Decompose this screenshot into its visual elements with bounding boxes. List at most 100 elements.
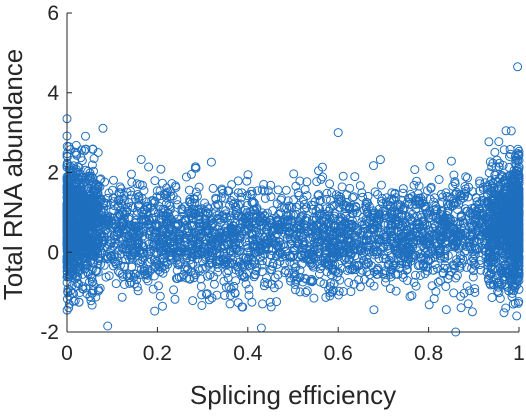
scatter-point: [394, 236, 403, 246]
scatter-point: [272, 259, 282, 269]
scatter-point: [485, 241, 495, 251]
scatter-point: [499, 240, 509, 249]
scatter-point: [451, 229, 461, 239]
scatter-point: [277, 225, 287, 235]
scatter-point: [291, 262, 301, 272]
scatter-point: [448, 201, 458, 210]
scatter-point: [233, 176, 243, 186]
scatter-point: [103, 321, 113, 331]
scatter-point: [157, 235, 167, 245]
scatter-point: [111, 259, 121, 269]
scatter-point: [273, 270, 283, 280]
scatter-point: [439, 263, 449, 273]
scatter-point: [142, 202, 152, 212]
scatter-point: [512, 238, 522, 248]
scatter-point: [494, 288, 504, 298]
scatter-point: [133, 222, 143, 232]
scatter-point: [153, 234, 163, 244]
scatter-point: [483, 274, 493, 283]
scatter-point: [460, 182, 470, 191]
scatter-point: [303, 255, 313, 265]
scatter-point: [226, 224, 236, 234]
scatter-point: [260, 193, 270, 203]
scatter-point: [436, 189, 446, 199]
scatter-point: [458, 218, 468, 228]
scatter-point: [224, 282, 234, 292]
scatter-point: [221, 282, 231, 292]
scatter-point: [65, 246, 75, 256]
scatter-point: [144, 162, 154, 172]
scatter-point: [301, 274, 311, 284]
scatter-point: [164, 200, 174, 210]
scatter-point: [361, 214, 371, 224]
scatter-point: [266, 302, 276, 312]
scatter-point: [347, 265, 357, 275]
scatter-point: [509, 286, 519, 296]
scatter-point: [222, 268, 232, 278]
scatter-point: [433, 277, 443, 287]
scatter-point: [223, 186, 233, 196]
scatter-point: [455, 263, 465, 273]
scatter-point: [372, 269, 382, 279]
scatter-point: [90, 196, 100, 206]
scatter-point: [443, 206, 453, 216]
scatter-point: [440, 246, 450, 255]
scatter-point: [437, 235, 447, 245]
scatter-point: [216, 243, 226, 253]
scatter-point: [64, 175, 74, 185]
scatter-point: [291, 181, 301, 191]
scatter-point: [89, 154, 99, 163]
scatter-point: [425, 161, 435, 171]
scatter-point: [96, 228, 106, 238]
scatter-point: [342, 266, 352, 275]
scatter-point: [344, 223, 354, 233]
scatter-point: [502, 223, 512, 233]
scatter-point: [371, 241, 380, 251]
scatter-point: [81, 144, 91, 154]
scatter-point: [213, 213, 223, 223]
scatter-point: [470, 203, 480, 213]
scatter-point: [134, 195, 144, 205]
scatter-point: [454, 199, 464, 209]
scatter-point: [174, 246, 184, 256]
scatter-point: [74, 175, 84, 185]
scatter-point: [153, 265, 163, 275]
scatter-point: [474, 223, 484, 233]
scatter-point: [490, 175, 500, 184]
scatter-point: [108, 254, 118, 264]
scatter-point: [109, 206, 119, 216]
scatter-point: [270, 273, 280, 283]
scatter-point: [136, 155, 146, 164]
scatter-point: [167, 179, 177, 188]
scatter-point: [467, 307, 477, 317]
scatter-point: [259, 222, 269, 232]
scatter-point: [242, 216, 252, 226]
scatter-point: [218, 188, 228, 198]
scatter-point: [325, 179, 335, 189]
scatter-point: [205, 217, 215, 226]
scatter-point: [400, 229, 410, 239]
scatter-point: [464, 182, 474, 192]
scatter-point: [85, 233, 95, 243]
scatter-point: [463, 299, 473, 309]
scatter-point: [321, 194, 331, 204]
scatter-point: [181, 172, 191, 182]
scatter-point: [99, 232, 109, 241]
scatter-point: [485, 157, 495, 167]
scatter-point: [69, 255, 79, 265]
scatter-point: [415, 260, 425, 270]
scatter-point: [295, 287, 305, 297]
scatter-point: [222, 212, 232, 222]
scatter-point: [180, 202, 190, 212]
scatter-point: [243, 170, 253, 180]
scatter-point: [129, 269, 139, 279]
scatter-point: [465, 234, 475, 244]
scatter-point: [293, 221, 303, 231]
scatter-point: [510, 204, 520, 214]
scatter-point: [246, 189, 255, 199]
scatter-point: [247, 228, 257, 238]
scatter-point: [349, 192, 359, 202]
scatter-point: [220, 290, 229, 300]
scatter-point: [493, 278, 503, 288]
scatter-point: [244, 284, 254, 294]
